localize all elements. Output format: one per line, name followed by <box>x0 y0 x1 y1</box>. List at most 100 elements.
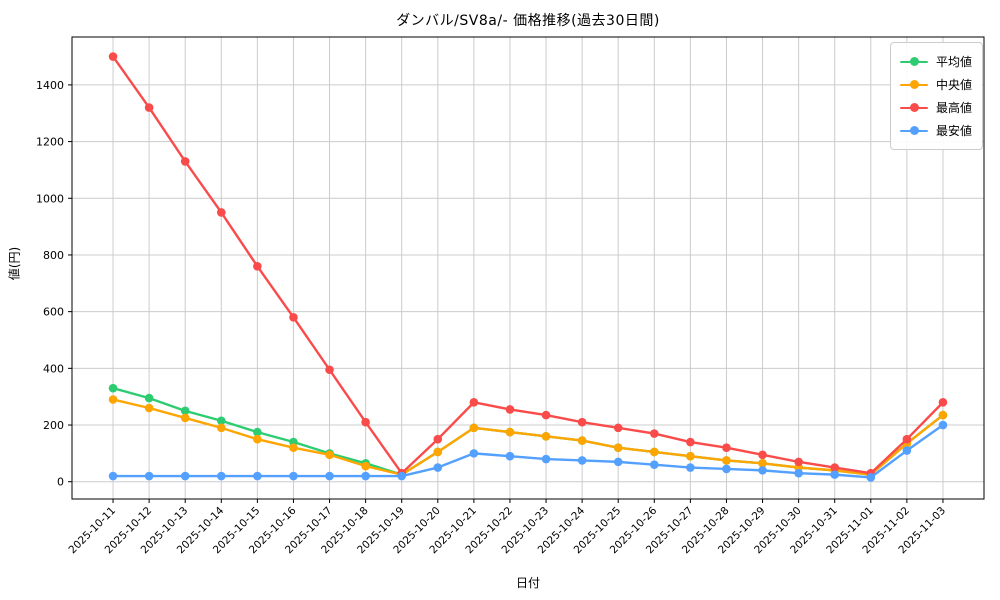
series-point-3 <box>397 471 407 481</box>
series-point-3 <box>144 471 154 481</box>
series-point-0 <box>108 383 118 393</box>
legend-item-min: 最安値 <box>899 119 972 142</box>
series-point-2 <box>613 423 623 433</box>
series-point-3 <box>938 420 948 430</box>
series-point-3 <box>361 471 370 481</box>
series-point-3 <box>216 471 226 481</box>
y-tick-label: 400 <box>43 362 64 375</box>
series-point-1 <box>758 458 767 468</box>
series-point-2 <box>649 429 659 438</box>
series-point-3 <box>902 446 912 455</box>
x-axis-label: 日付 <box>515 576 540 590</box>
series-point-1 <box>325 450 334 460</box>
y-tick-label: 800 <box>43 249 64 262</box>
legend-marker-average <box>899 57 928 67</box>
chart-title: ダンバル/SV8a/- 価格推移(過去30日間) <box>396 13 660 29</box>
series-point-3 <box>541 454 551 464</box>
series-point-1 <box>722 456 731 465</box>
series-point-2 <box>541 410 551 420</box>
legend-label-average: 平均値 <box>935 55 972 69</box>
series-point-2 <box>325 365 334 375</box>
series-point-2 <box>577 417 587 427</box>
series-line-2 <box>112 55 944 475</box>
series-point-2 <box>758 450 767 460</box>
series-point-1 <box>216 423 226 433</box>
series-point-1 <box>469 423 479 433</box>
legend-item-median: 中央値 <box>899 73 972 96</box>
legend-item-max: 最高値 <box>899 96 972 119</box>
series-line-1 <box>112 398 944 476</box>
series-point-3 <box>613 457 623 467</box>
legend-marker-median <box>899 80 928 90</box>
legend-label-min: 最安値 <box>935 124 972 138</box>
series-point-3 <box>325 471 334 481</box>
series-point-2 <box>938 398 948 407</box>
y-tick-label: 200 <box>43 419 64 432</box>
series-point-3 <box>686 463 695 472</box>
series-point-2 <box>216 208 226 217</box>
series-point-2 <box>253 261 262 271</box>
y-tick-label: 1400 <box>36 79 64 92</box>
series-point-3 <box>253 471 262 481</box>
series-point-2 <box>686 437 695 447</box>
chart-legend: 平均値 中央値 最高値 最安値 <box>889 42 983 150</box>
legend-marker-min <box>899 126 928 136</box>
series-point-3 <box>830 470 840 479</box>
legend-marker-max <box>899 103 928 113</box>
series-point-1 <box>253 434 262 444</box>
series-point-2 <box>722 443 731 452</box>
series-point-2 <box>505 405 515 414</box>
series-point-1 <box>938 410 948 420</box>
y-tick-label: 1000 <box>36 192 64 205</box>
series-point-0 <box>253 427 262 437</box>
series-point-1 <box>433 447 443 457</box>
series-point-3 <box>649 460 659 470</box>
series-point-1 <box>541 432 551 441</box>
series-point-2 <box>469 398 479 407</box>
series-point-3 <box>180 471 190 481</box>
series-point-3 <box>758 466 767 475</box>
legend-label-median: 中央値 <box>935 78 972 92</box>
y-axis-label: 値(円) <box>7 246 22 281</box>
series-point-3 <box>794 468 803 478</box>
series-point-2 <box>144 103 154 112</box>
y-tick-label: 0 <box>57 476 64 489</box>
series-point-1 <box>361 461 370 471</box>
series-point-2 <box>108 52 118 61</box>
legend-label-max: 最高値 <box>935 101 972 115</box>
series-point-2 <box>289 313 298 322</box>
series-point-3 <box>433 463 443 472</box>
series-point-1 <box>649 447 659 457</box>
series-point-2 <box>830 463 840 472</box>
series-point-1 <box>289 443 298 452</box>
series-point-1 <box>613 443 623 452</box>
series-point-2 <box>794 457 803 467</box>
series-point-3 <box>722 464 731 474</box>
y-tick-label: 1200 <box>36 136 64 149</box>
series-point-1 <box>108 395 118 404</box>
series-point-0 <box>180 406 190 416</box>
series-point-3 <box>505 451 515 461</box>
series-point-2 <box>180 157 190 166</box>
series-point-2 <box>902 434 912 444</box>
series-point-2 <box>361 417 370 427</box>
series-point-1 <box>144 403 154 413</box>
series-point-3 <box>577 456 587 465</box>
series-point-0 <box>144 393 154 403</box>
y-tick-label: 600 <box>43 306 64 319</box>
plot-border <box>71 36 985 500</box>
series-line-3 <box>113 424 944 479</box>
series-point-0 <box>216 416 226 426</box>
series-point-3 <box>469 449 479 458</box>
series-point-3 <box>289 471 298 481</box>
series-point-3 <box>108 471 118 481</box>
series-line-0 <box>112 387 944 476</box>
series-point-1 <box>180 413 190 423</box>
series-point-2 <box>433 434 443 444</box>
series-point-1 <box>686 451 695 461</box>
series-point-1 <box>505 427 515 437</box>
legend-item-average: 平均値 <box>899 50 972 73</box>
series-point-1 <box>577 436 587 445</box>
